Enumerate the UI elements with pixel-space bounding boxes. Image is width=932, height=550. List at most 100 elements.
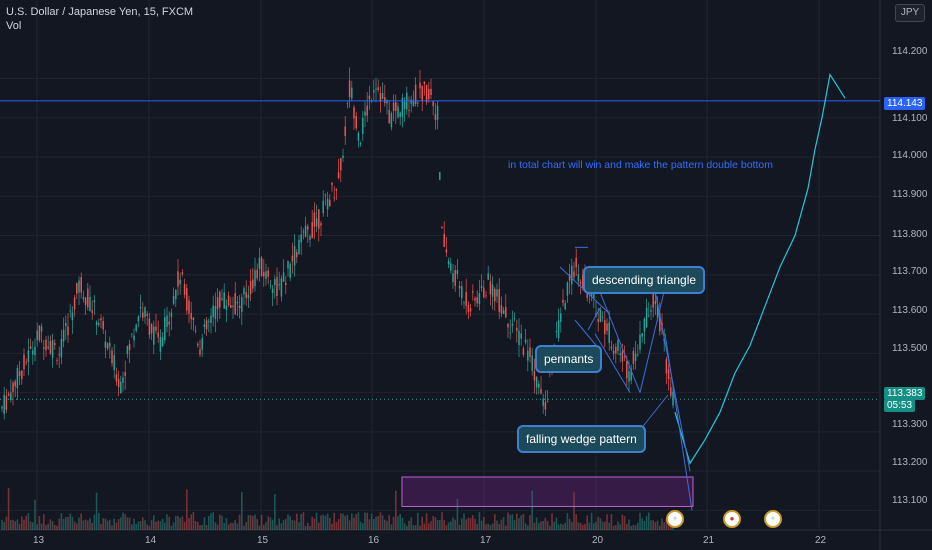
- candle-body: [494, 288, 496, 302]
- candle-body: [384, 97, 386, 104]
- volume-bar: [113, 518, 115, 530]
- volume-bar: [612, 525, 615, 530]
- candle-body: [190, 312, 192, 320]
- volume-bar: [381, 515, 384, 530]
- volume-bar: [142, 517, 144, 530]
- volume-bar: [137, 521, 140, 530]
- volume-bar: [120, 517, 122, 530]
- pattern-line: [639, 274, 669, 393]
- volume-bar: [544, 517, 547, 530]
- volume-bar: [351, 513, 353, 530]
- volume-bar: [434, 517, 437, 530]
- candle-body: [412, 100, 415, 106]
- candle-body: [23, 354, 25, 370]
- volume-bar: [144, 520, 146, 530]
- bar-countdown: 05:53: [884, 399, 916, 412]
- volume-bar: [225, 518, 228, 530]
- volume-bar: [551, 513, 553, 530]
- candle-body: [32, 350, 34, 355]
- candle-body: [91, 310, 93, 313]
- candle-body: [117, 378, 120, 388]
- volume-bar: [511, 514, 514, 530]
- us-flag-icon[interactable]: ✦: [764, 510, 782, 528]
- candle-body: [315, 218, 318, 227]
- candle-body: [599, 309, 602, 322]
- volume-bar: [392, 516, 395, 530]
- volume-bar: [421, 516, 423, 530]
- candle-body: [291, 255, 294, 262]
- symbol-title[interactable]: U.S. Dollar / Japanese Yen, 15, FXCM: [6, 6, 194, 18]
- candle-body: [139, 307, 142, 309]
- volume-bar: [146, 524, 148, 530]
- volume-bar: [390, 524, 393, 530]
- horizontal-line-price-tag[interactable]: 114.143: [884, 97, 926, 110]
- currency-button[interactable]: JPY: [895, 4, 925, 22]
- candle-body: [247, 294, 250, 299]
- jp-flag-icon[interactable]: ●: [723, 510, 741, 528]
- volume-bar: [531, 490, 533, 530]
- candle-body: [324, 194, 327, 196]
- volume-bar: [188, 518, 190, 530]
- volume-bar: [505, 525, 507, 530]
- volume-bar: [161, 518, 164, 530]
- candle-body: [579, 281, 582, 284]
- candle-body: [568, 274, 571, 281]
- candle-body: [597, 319, 599, 322]
- volume-bar: [375, 516, 377, 530]
- callout-descending-triangle[interactable]: descending triangle: [583, 266, 706, 294]
- volume-bar: [357, 512, 360, 530]
- candle-body: [16, 368, 19, 388]
- candle-body: [403, 101, 406, 110]
- volume-bar: [166, 514, 168, 530]
- candle-body: [419, 82, 421, 89]
- candle-body: [76, 283, 78, 294]
- us-flag-icon[interactable]: ✦: [666, 510, 684, 528]
- time-tick: 22: [815, 535, 827, 546]
- volume-bar: [23, 519, 25, 530]
- volume-bar: [263, 524, 265, 530]
- volume-label[interactable]: Vol: [6, 20, 22, 32]
- candle-body: [436, 105, 439, 120]
- candle-body: [113, 355, 115, 371]
- callout-pennants[interactable]: pennants: [535, 345, 603, 373]
- candle-body: [575, 257, 577, 268]
- candle-body: [476, 297, 478, 304]
- volume-bar: [535, 517, 538, 530]
- candle-body: [144, 307, 146, 317]
- candle-body: [401, 97, 404, 117]
- candle-body: [507, 323, 509, 328]
- text-annotation[interactable]: in total chart will win and make the pat…: [508, 159, 773, 171]
- candle-body: [593, 291, 595, 299]
- volume-bar: [628, 519, 630, 530]
- volume-bar: [527, 525, 529, 530]
- candle-body: [496, 289, 498, 297]
- candle-body: [84, 297, 87, 305]
- candle-body: [654, 300, 657, 305]
- candle-body: [293, 246, 296, 266]
- candle-body: [260, 257, 263, 277]
- volume-bar: [560, 523, 562, 530]
- candle-body: [434, 114, 437, 121]
- callout-falling-wedge[interactable]: falling wedge pattern: [517, 425, 646, 453]
- volume-bar: [474, 518, 476, 530]
- volume-bar: [632, 524, 635, 530]
- candle-body: [445, 249, 448, 253]
- volume-bar: [278, 518, 280, 530]
- volume-bar: [106, 520, 109, 530]
- candle-body: [491, 284, 494, 297]
- candle-body: [368, 95, 371, 100]
- volume-bar: [485, 524, 487, 530]
- volume-bar: [159, 521, 162, 530]
- candle-body: [120, 381, 122, 394]
- volume-bar: [179, 517, 181, 530]
- volume-bar: [269, 517, 272, 530]
- price-tick: 114.200: [892, 46, 928, 57]
- candle-body: [643, 318, 646, 332]
- candle-body: [430, 88, 432, 95]
- candle-body: [353, 107, 355, 119]
- volume-bar: [216, 524, 219, 530]
- volume-bar: [335, 522, 338, 530]
- volume-bar: [126, 517, 129, 530]
